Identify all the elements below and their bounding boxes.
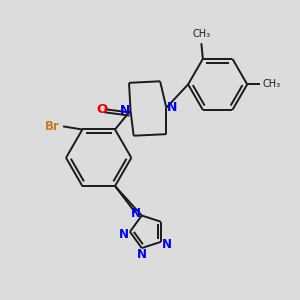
Text: CH₃: CH₃ <box>262 80 280 89</box>
Text: N: N <box>131 206 141 220</box>
Text: O: O <box>96 103 108 116</box>
Text: CH₃: CH₃ <box>192 28 210 39</box>
Text: N: N <box>167 101 177 114</box>
Text: N: N <box>137 248 147 261</box>
Text: N: N <box>120 104 130 117</box>
Text: N: N <box>119 228 129 242</box>
Text: Br: Br <box>45 120 60 133</box>
Text: N: N <box>161 238 172 251</box>
